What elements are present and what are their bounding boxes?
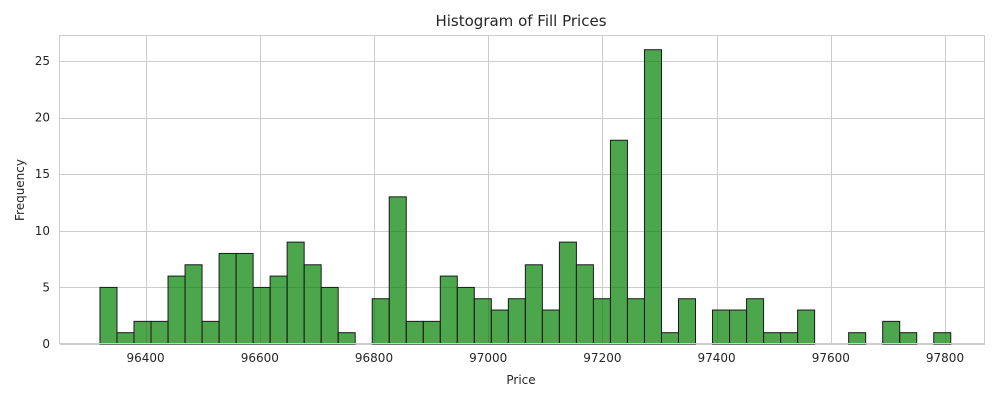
histogram-bar bbox=[712, 309, 731, 345]
histogram-bar bbox=[269, 275, 288, 345]
histogram-bar bbox=[252, 286, 271, 345]
histogram-bar bbox=[422, 320, 441, 345]
histogram-bar bbox=[797, 309, 816, 345]
histogram-bar bbox=[320, 286, 339, 345]
y-tick-label: 10 bbox=[35, 224, 50, 238]
histogram-bar bbox=[337, 332, 356, 345]
histogram-bar bbox=[899, 332, 918, 345]
histogram-bar bbox=[592, 298, 611, 345]
histogram-bar bbox=[660, 332, 679, 345]
histogram-bar bbox=[456, 286, 475, 345]
histogram-bar bbox=[167, 275, 186, 345]
histogram-bar bbox=[286, 241, 305, 345]
x-axis-ticks: 96400 96600 96800 97000 97200 97400 97600 97800 bbox=[127, 351, 965, 365]
histogram-bar bbox=[439, 275, 458, 345]
y-axis-label: Frequency bbox=[13, 159, 27, 221]
histogram-bar bbox=[524, 264, 543, 345]
histogram-bar bbox=[303, 264, 322, 345]
y-tick-label: 0 bbox=[42, 337, 50, 351]
histogram-bar bbox=[99, 286, 118, 345]
grid-lines bbox=[60, 35, 985, 345]
y-tick-label: 20 bbox=[35, 111, 50, 125]
histogram-bar bbox=[405, 320, 424, 345]
histogram-bar bbox=[626, 298, 645, 345]
x-tick-label: 97600 bbox=[812, 351, 850, 365]
histogram-bar bbox=[848, 332, 867, 345]
histogram-bar bbox=[677, 298, 697, 345]
x-tick-label: 97000 bbox=[469, 351, 507, 365]
histogram-bar bbox=[184, 264, 203, 345]
histogram-bar bbox=[558, 241, 577, 345]
histogram-bar bbox=[371, 298, 390, 345]
histogram-bar bbox=[235, 252, 254, 345]
y-axis-ticks: 0 5 10 15 20 25 bbox=[35, 54, 50, 351]
histogram-bar bbox=[507, 298, 526, 345]
x-tick-label: 96400 bbox=[127, 351, 165, 365]
plot-frame bbox=[59, 35, 985, 344]
x-tick-label: 97200 bbox=[583, 351, 621, 365]
histogram-bar bbox=[541, 309, 560, 345]
y-tick-label: 5 bbox=[42, 280, 50, 294]
x-tick-label: 96600 bbox=[241, 351, 279, 365]
histogram-bar bbox=[473, 298, 492, 345]
histogram-bar bbox=[882, 320, 901, 345]
histogram-bar bbox=[133, 320, 152, 345]
histogram-bar bbox=[575, 264, 594, 345]
histogram-bar bbox=[201, 320, 220, 345]
histogram-bar bbox=[116, 332, 135, 345]
y-tick-label: 25 bbox=[35, 54, 50, 68]
histogram-bar bbox=[643, 49, 662, 345]
histogram-bar bbox=[150, 320, 169, 345]
histogram-bar bbox=[933, 332, 952, 345]
chart-title: Histogram of Fill Prices bbox=[435, 12, 606, 30]
histogram-bar bbox=[218, 252, 237, 345]
histogram-bar bbox=[490, 309, 509, 345]
histogram-bar bbox=[763, 332, 782, 345]
histogram-bars bbox=[99, 49, 952, 345]
x-tick-label: 97400 bbox=[698, 351, 736, 365]
x-tick-label: 96800 bbox=[355, 351, 393, 365]
x-axis-label: Price bbox=[506, 373, 535, 387]
histogram-bar bbox=[746, 298, 765, 345]
x-tick-label: 97800 bbox=[926, 351, 964, 365]
histogram-bar bbox=[388, 196, 407, 345]
histogram-bar bbox=[729, 309, 748, 345]
y-tick-label: 15 bbox=[35, 167, 50, 181]
histogram-bar bbox=[780, 332, 799, 345]
histogram-bar bbox=[609, 139, 628, 345]
